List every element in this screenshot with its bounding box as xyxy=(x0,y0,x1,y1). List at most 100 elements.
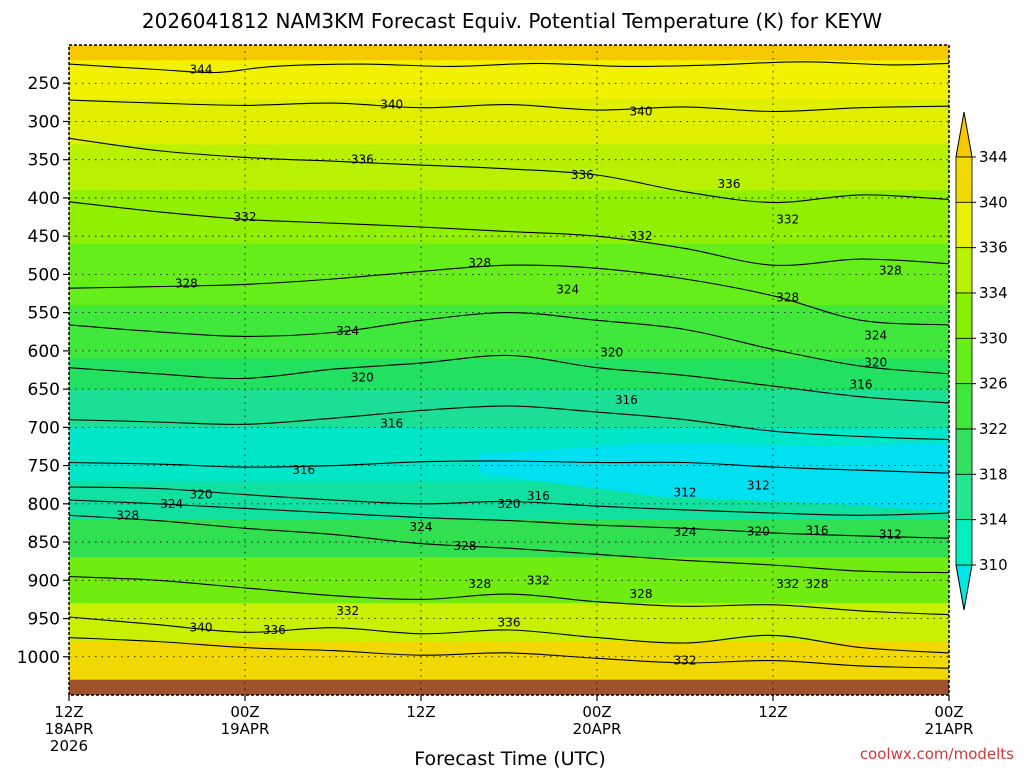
contour-label: 320 xyxy=(747,524,770,538)
y-tick-label: 450 xyxy=(28,227,60,247)
contour-label: 340 xyxy=(630,105,653,119)
contour-line-316 xyxy=(69,460,949,474)
contour-line-316 xyxy=(69,405,949,441)
contour-label: 320 xyxy=(498,497,521,511)
contour-label: 320 xyxy=(190,488,213,502)
contour-label: 328 xyxy=(468,577,491,591)
colorbar-label: 336 xyxy=(979,239,1008,257)
colorbar-label: 334 xyxy=(979,284,1008,302)
contour-label: 324 xyxy=(864,329,887,343)
x-axis-title: Forecast Time (UTC) xyxy=(414,748,605,768)
contour-label: 324 xyxy=(160,497,183,511)
contour-line-328 xyxy=(69,264,949,326)
contour-label: 340 xyxy=(190,621,213,635)
y-tick-label: 350 xyxy=(28,151,60,171)
x-tick-label: 2026 xyxy=(50,737,88,755)
colorbar-top-arrow xyxy=(955,111,973,158)
contour-label: 316 xyxy=(380,417,403,431)
y-axis: 250 300 350 400 450 500 550 600 650 700 750 800 850 9… xyxy=(17,74,69,668)
fill-band xyxy=(69,45,949,62)
contour-label: 328 xyxy=(879,264,902,278)
contour-line-328 xyxy=(69,514,949,574)
fill-band xyxy=(69,603,949,643)
contour-label: 336 xyxy=(351,153,374,167)
fill-band xyxy=(69,557,949,605)
contour-label: 332 xyxy=(776,212,799,226)
y-tick-label: 400 xyxy=(28,189,60,209)
x-tick-label: 00Z xyxy=(230,703,259,721)
contour-label: 316 xyxy=(615,393,638,407)
contour-layer xyxy=(69,61,949,669)
credit-text: coolwx.com/modelts xyxy=(860,745,1014,763)
y-tick-label: 650 xyxy=(28,380,60,400)
contour-line-340 xyxy=(69,637,949,669)
contour-label: 340 xyxy=(380,98,403,112)
contour-label: 324 xyxy=(336,324,359,338)
x-tick-label: 12Z xyxy=(406,703,435,721)
colorbar-label: 310 xyxy=(979,556,1008,574)
colorbar-segment xyxy=(955,247,973,294)
contour-label: 328 xyxy=(468,256,491,270)
x-tick-label: 00Z xyxy=(582,703,611,721)
cold-core-region xyxy=(479,442,949,512)
x-tick-label: 00Z xyxy=(934,703,963,721)
contour-label: 324 xyxy=(556,283,579,297)
contour-label: 320 xyxy=(351,371,374,385)
colorbar-segment xyxy=(955,156,973,203)
contour-label-layer: 344 340 340 336 336 336 332 332 332 328 328 328 328 3… xyxy=(116,62,902,667)
contour-line-324 xyxy=(69,499,949,539)
contour-line-336 xyxy=(69,137,949,204)
colorbar-segment xyxy=(955,428,973,475)
contour-label: 328 xyxy=(776,290,799,304)
y-tick-label: 600 xyxy=(28,342,60,362)
contour-label: 336 xyxy=(498,615,521,629)
contour-label: 336 xyxy=(718,177,741,191)
colorbar-label: 340 xyxy=(979,193,1008,211)
contour-line-320 xyxy=(69,354,949,404)
chart-title: 2026041812 NAM3KM Forecast Equiv. Potent… xyxy=(142,9,882,33)
colorbar-segment xyxy=(955,383,973,430)
colorbar-label: 322 xyxy=(979,420,1008,438)
y-tick-label: 850 xyxy=(28,533,60,553)
colorbar-segment xyxy=(955,292,973,339)
x-tick-label: 20APR xyxy=(573,720,622,738)
contour-label: 316 xyxy=(806,524,829,538)
contour-label: 328 xyxy=(116,508,139,522)
y-tick-label: 800 xyxy=(28,495,60,515)
y-tick-label: 700 xyxy=(28,418,60,438)
colorbar-bottom-arrow xyxy=(955,564,973,611)
grid-layer xyxy=(69,45,949,695)
contour-label: 336 xyxy=(571,168,594,182)
contour-label: 328 xyxy=(630,587,653,601)
y-tick-label: 750 xyxy=(28,457,60,477)
contour-label: 332 xyxy=(336,604,359,618)
contour-label: 328 xyxy=(175,277,198,291)
x-tick-label: 18APR xyxy=(45,720,94,738)
ground-strip xyxy=(69,679,949,695)
fill-band xyxy=(69,358,949,391)
fill-band xyxy=(69,144,949,192)
fill-band xyxy=(69,389,949,429)
contour-label: 312 xyxy=(674,485,697,499)
contour-line-344 xyxy=(69,61,949,74)
colorbar-label: 314 xyxy=(979,511,1008,529)
colorbar-segment xyxy=(955,473,973,521)
fill-band xyxy=(69,305,949,360)
contour-label: 332 xyxy=(234,210,257,224)
y-tick-label: 550 xyxy=(28,304,60,324)
contour-label: 332 xyxy=(630,229,653,243)
colorbar-segment xyxy=(955,201,973,249)
contour-line-340 xyxy=(69,99,949,113)
contour-label: 336 xyxy=(263,623,286,637)
contour-label: 320 xyxy=(864,355,887,369)
y-tick-label: 950 xyxy=(28,610,60,630)
fill-band xyxy=(69,243,949,306)
contour-label: 344 xyxy=(190,62,213,76)
colorbar: 344 340 336 334 330 326 322 318 314 310 xyxy=(955,111,1008,611)
contour-label: 332 xyxy=(527,573,550,587)
colorbar-label: 326 xyxy=(979,375,1008,393)
contour-label: 312 xyxy=(879,527,902,541)
colorbar-label: 318 xyxy=(979,465,1008,483)
